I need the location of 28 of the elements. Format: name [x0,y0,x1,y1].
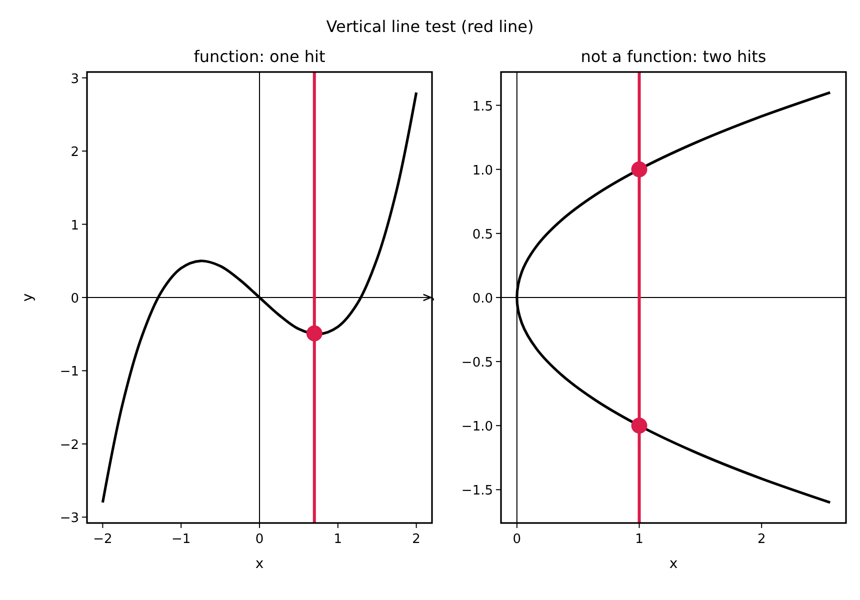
x-tick-label: −1 [172,532,191,547]
x-tick-label: 1 [334,532,342,547]
y-tick-label: 2 [70,145,79,160]
y-tick-label: −1.0 [461,420,493,435]
x-axis-title: x [669,556,678,572]
text: Vertical line test (red line) [326,17,534,36]
chart-title: not a function: two hits [580,47,766,66]
y-tick-label: −1 [60,364,79,380]
y-tick-label: −3 [60,511,79,526]
y-tick-label: 1.0 [472,163,493,178]
y-tick-label: −1.5 [461,484,493,499]
y-axis-title: y [20,293,36,302]
y-tick-label: 1.5 [472,99,493,114]
x-tick-label: 1 [635,532,644,547]
x-tick-label: −2 [93,532,112,547]
x-axis-title: x [255,556,264,572]
y-tick-label: −0.5 [461,356,493,371]
chart-title: function: one hit [194,47,326,66]
y-tick-label: 1 [70,218,79,234]
y-tick-label: 0 [70,292,79,306]
x-tick-label: 0 [255,532,264,547]
y-tick-label: 0.5 [472,227,493,242]
y-tick-label: −2 [60,438,79,453]
y-tick-label: 3 [70,72,79,87]
y-tick-label: 0.0 [472,292,493,306]
x-tick-label: 0 [512,532,522,547]
x-tick-label: 2 [412,532,420,547]
x-tick-label: 2 [757,532,766,547]
